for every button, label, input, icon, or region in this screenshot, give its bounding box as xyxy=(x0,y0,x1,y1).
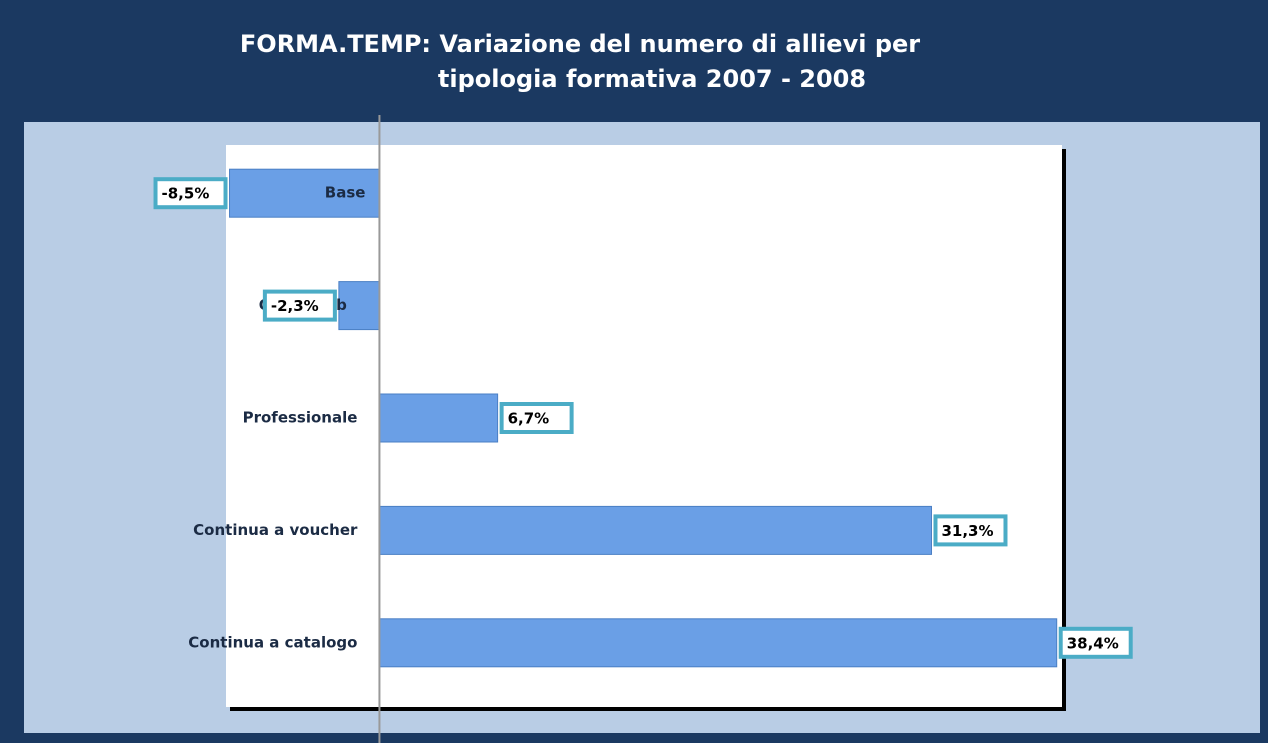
plot-area xyxy=(226,145,1062,707)
category-label: Base xyxy=(325,184,366,202)
category-label: Professionale xyxy=(243,409,358,427)
value-label-box xyxy=(933,514,1008,547)
value-label: -8,5% xyxy=(162,185,210,203)
bar xyxy=(378,505,932,555)
value-label-box xyxy=(153,177,228,210)
category-label: Continua a voucher xyxy=(193,521,358,539)
value-label-box xyxy=(1058,626,1133,659)
value-label: -2,3% xyxy=(271,297,319,315)
bar xyxy=(378,393,499,443)
bar xyxy=(378,618,1058,668)
bar xyxy=(338,281,380,331)
value-label: 31,3% xyxy=(941,522,993,540)
value-label: 38,4% xyxy=(1067,634,1119,652)
value-label-box xyxy=(262,289,337,322)
value-label-box xyxy=(499,402,574,434)
chart-title: FORMA.TEMP: Variazione del numero di all… xyxy=(240,30,920,58)
bar xyxy=(229,168,380,218)
value-label: 6,7% xyxy=(508,410,550,428)
chart-title: tipologia formativa 2007 - 2008 xyxy=(438,65,866,93)
category-label: Continua a catalogo xyxy=(188,633,357,651)
